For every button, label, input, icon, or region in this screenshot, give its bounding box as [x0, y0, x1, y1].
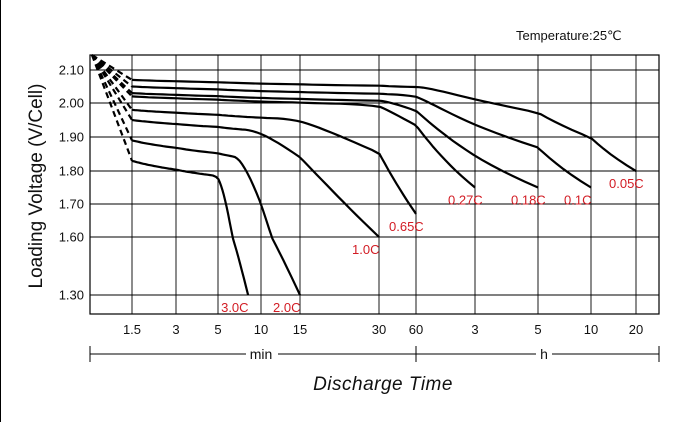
y-tick-label: 1.60: [59, 230, 84, 245]
unit-label-min: min: [250, 346, 273, 362]
curve-label: 3.0C: [221, 300, 248, 315]
x-tick-label: 30: [372, 322, 386, 337]
y-tick-label: 1.90: [59, 130, 84, 145]
curve-start-dash: [91, 54, 133, 141]
discharge-curve: [131, 85, 592, 189]
discharge-curve: [131, 78, 637, 172]
curve-start-dash: [90, 54, 134, 162]
x-tick-label: 10: [584, 322, 598, 337]
curve-start-dash: [91, 54, 133, 94]
x-tick-label: 5: [214, 322, 221, 337]
discharge-curve: [131, 118, 380, 238]
x-tick-label: 1.5: [123, 322, 141, 337]
plot-frame: [89, 54, 660, 315]
curve-label: 0.18C: [511, 193, 546, 208]
curve-start-dash: [91, 54, 133, 81]
y-axis-title: Loading Voltage (V/Cell): [26, 84, 47, 289]
curve-label: 1.0C: [352, 242, 379, 257]
discharge-curve: [131, 95, 476, 189]
curve-start-dash: [91, 54, 133, 88]
curve-layer: [90, 54, 637, 296]
curve-label: 0.05C: [609, 176, 644, 191]
unit-label-h: h: [540, 346, 548, 362]
y-tick-label: 1.70: [59, 197, 84, 212]
x-tick-label: 20: [629, 322, 643, 337]
x-axis-title: Discharge Time: [313, 374, 453, 395]
temperature-label: Temperature:25℃: [516, 28, 622, 43]
x-tick-label: 10: [254, 322, 268, 337]
curve-label: 0.1C: [564, 193, 591, 208]
x-tick-label: 15: [293, 322, 307, 337]
discharge-curve: [131, 139, 301, 296]
x-tick-label: 5: [534, 322, 541, 337]
y-tick-label: 1.30: [59, 288, 84, 303]
curve-label: 0.27C: [448, 193, 483, 208]
x-tick-label: 3: [471, 322, 478, 337]
curve-start-dash: [91, 54, 133, 98]
x-tick-label: 3: [172, 322, 179, 337]
discharge-curve: [131, 92, 539, 189]
curve-label: 0.65C: [389, 219, 424, 234]
label-layer: 0.05C 0.1C 0.18C 0.27C 0.65C 1.0C 2.0C 3.0C: [221, 176, 644, 315]
curve-start-dash: [91, 54, 133, 121]
grid-layer: 2.10 2.00 1.90 1.80 1.70 1.60 1.30 1.5 3 5 10 15 30 6…: [59, 54, 660, 362]
y-tick-label: 1.80: [59, 164, 84, 179]
y-tick-label: 2.00: [59, 96, 84, 111]
x-tick-label: 60: [409, 322, 423, 337]
discharge-curve: [131, 108, 417, 215]
discharge-curve: [131, 159, 250, 296]
curve-label: 2.0C: [273, 300, 300, 315]
y-tick-label: 2.10: [59, 63, 84, 78]
